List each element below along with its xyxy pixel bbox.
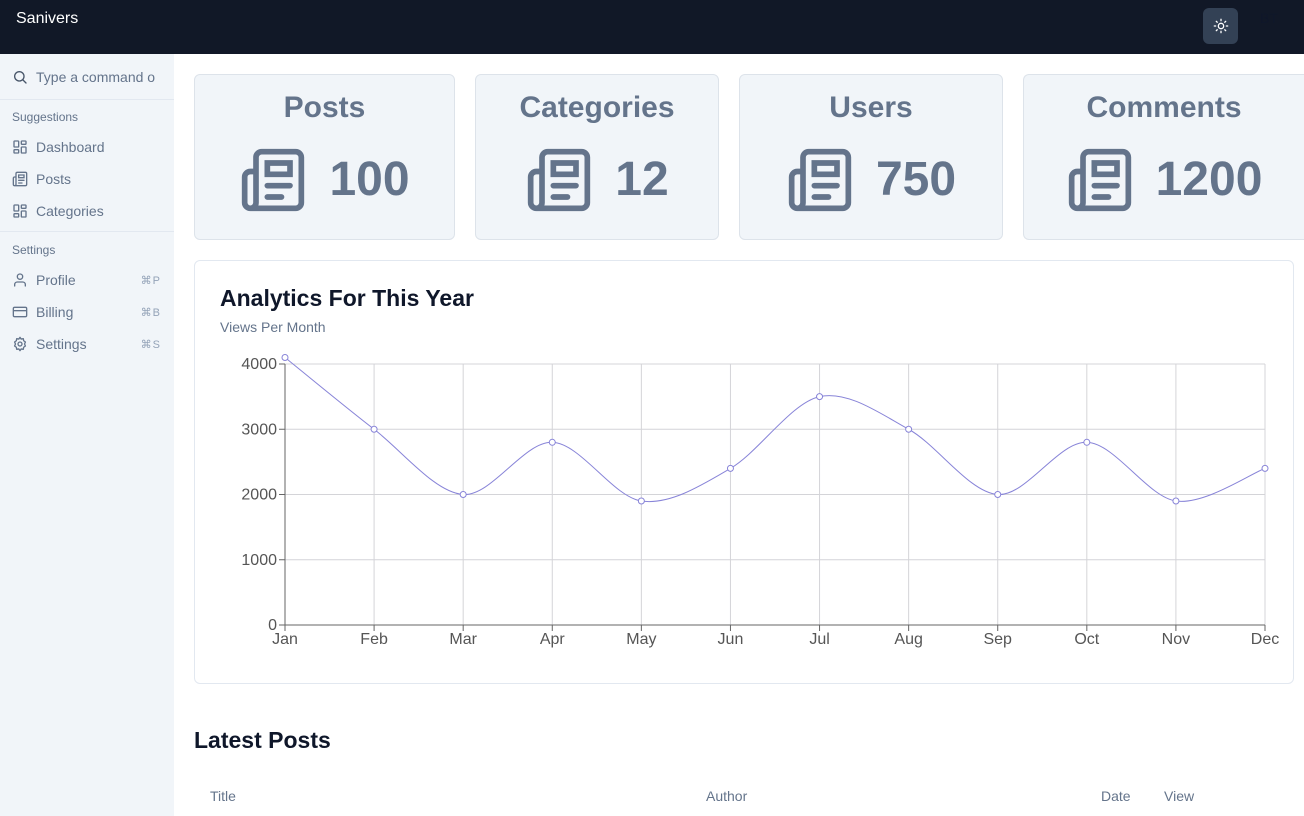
- gear-icon: [13, 336, 27, 352]
- column-header-date[interactable]: Date: [1101, 788, 1131, 804]
- x-tick-label: Feb: [360, 631, 388, 648]
- data-point: [905, 425, 913, 433]
- sidebar-item-posts[interactable]: Posts: [0, 165, 174, 193]
- top-bar: Sanivers BT: [0, 0, 1304, 54]
- dashboard-icon: [13, 140, 27, 154]
- x-tick-label: Jul: [809, 631, 829, 648]
- sidebar-item-categories[interactable]: Categories: [0, 197, 174, 225]
- shortcut-hint: ⌘S: [140, 339, 161, 351]
- data-point: [459, 491, 467, 498]
- x-tick-label: May: [626, 631, 656, 648]
- x-tick-label: Apr: [540, 631, 566, 648]
- y-tick-label: 4000: [241, 356, 277, 373]
- sidebar-item-billing[interactable]: Billing ⌘B: [0, 298, 174, 326]
- data-point: [1172, 497, 1180, 505]
- group-heading-suggestions: Suggestions: [12, 110, 79, 124]
- data-point: [370, 425, 378, 433]
- y-tick-label: 1000: [241, 552, 277, 569]
- shortcut-hint: ⌘P: [140, 275, 161, 287]
- sidebar-item-label: Posts: [36, 171, 72, 187]
- stat-card-users: Users 750: [739, 74, 1003, 240]
- data-point: [1083, 438, 1091, 446]
- sidebar-item-dashboard[interactable]: Dashboard: [0, 133, 174, 161]
- avatar[interactable]: BT: [1260, 10, 1278, 26]
- sidebar-item-label: Profile: [36, 272, 76, 288]
- x-tick-label: Aug: [894, 631, 922, 648]
- credit-card-icon: [12, 306, 28, 318]
- stat-card-posts: Posts 100: [194, 74, 455, 240]
- theme-toggle-button[interactable]: [1203, 8, 1238, 44]
- newspaper-icon: [1068, 148, 1131, 212]
- sun-icon: [1213, 18, 1228, 34]
- y-tick-label: 0: [268, 617, 277, 634]
- sidebar-item-label: Billing: [36, 304, 74, 320]
- x-tick-label: Mar: [449, 631, 477, 648]
- data-point: [816, 393, 824, 401]
- x-tick-label: Jun: [718, 631, 744, 648]
- analytics-title: Analytics For This Year: [220, 285, 474, 311]
- y-tick-label: 3000: [241, 421, 277, 438]
- sidebar-divider: [0, 231, 174, 232]
- sidebar-item-settings[interactable]: Settings ⌘S: [0, 330, 174, 358]
- y-tick-label: 2000: [241, 487, 277, 504]
- column-header-author[interactable]: Author: [706, 788, 748, 804]
- command-input[interactable]: [36, 66, 164, 88]
- data-point: [637, 497, 645, 505]
- analytics-card: Analytics For This Year Views Per Month …: [194, 260, 1294, 684]
- stat-title: Posts: [283, 91, 366, 124]
- data-point: [1261, 464, 1269, 472]
- data-point: [281, 353, 289, 361]
- column-header-view[interactable]: View: [1164, 788, 1195, 804]
- stat-title: Comments: [1086, 91, 1242, 124]
- dashboard-icon: [13, 204, 27, 218]
- x-tick-label: Sep: [983, 631, 1012, 648]
- stat-value: 750: [875, 153, 957, 206]
- newspaper-icon: [528, 148, 591, 212]
- stat-value: 12: [615, 153, 669, 206]
- newspaper-icon: [788, 148, 852, 212]
- user-icon: [14, 273, 26, 287]
- x-tick-label: Dec: [1251, 631, 1279, 648]
- stat-title: Users: [829, 91, 913, 124]
- sidebar-item-label: Categories: [36, 203, 104, 219]
- newspaper-icon: [242, 148, 305, 212]
- sidebar-item-label: Dashboard: [36, 139, 105, 155]
- brand-name[interactable]: Sanivers: [16, 10, 79, 27]
- sidebar-item-label: Settings: [36, 336, 87, 352]
- x-tick-label: Nov: [1162, 631, 1190, 648]
- stat-value: 1200: [1155, 153, 1263, 206]
- command-search: [0, 54, 174, 100]
- group-heading-settings: Settings: [12, 243, 56, 257]
- series-line: [284, 357, 1266, 503]
- views-line-chart: 0 1000 2000 3000 4000 Jan Feb Mar Apr May Jun Jul Au…: [241, 353, 1279, 648]
- stat-title: Categories: [519, 91, 675, 124]
- stat-card-categories: Categories 12: [475, 74, 719, 240]
- column-header-title[interactable]: Title: [210, 788, 236, 804]
- x-tick-label: Oct: [1074, 631, 1099, 648]
- data-point: [994, 491, 1002, 498]
- search-icon: [14, 71, 27, 84]
- latest-posts-heading: Latest Posts: [194, 727, 331, 753]
- newspaper-icon: [12, 171, 28, 187]
- stat-value: 100: [329, 153, 410, 206]
- shortcut-hint: ⌘B: [140, 307, 161, 319]
- sidebar-item-profile[interactable]: Profile ⌘P: [0, 266, 174, 294]
- data-point: [726, 464, 734, 472]
- data-point: [548, 438, 556, 446]
- x-tick-label: Jan: [272, 631, 298, 648]
- analytics-subtitle: Views Per Month: [220, 319, 326, 335]
- stat-card-comments: Comments 1200: [1023, 74, 1304, 240]
- sidebar: Suggestions Dashboard Posts Categories S…: [0, 54, 174, 816]
